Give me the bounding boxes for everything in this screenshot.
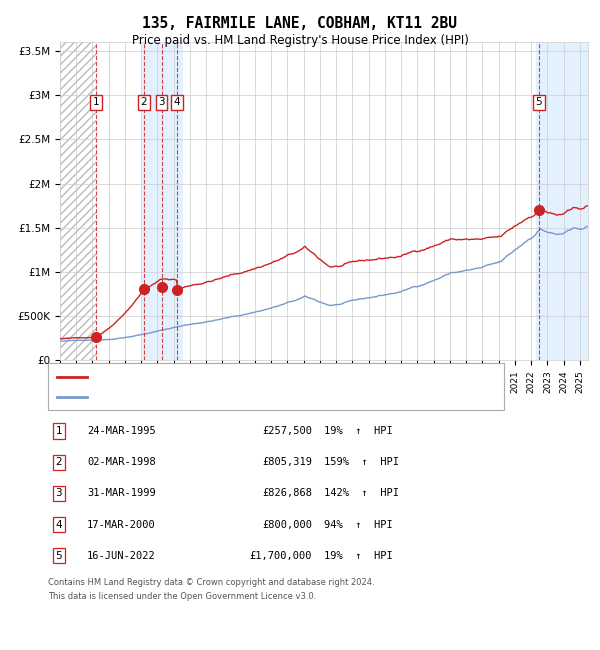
Text: 2: 2 xyxy=(55,457,62,467)
Bar xyxy=(536,42,588,360)
Text: 24-MAR-1995: 24-MAR-1995 xyxy=(87,426,156,436)
Text: 31-MAR-1999: 31-MAR-1999 xyxy=(87,488,156,499)
Text: £800,000: £800,000 xyxy=(262,519,312,530)
Text: 17-MAR-2000: 17-MAR-2000 xyxy=(87,519,156,530)
Text: 3: 3 xyxy=(158,98,165,107)
Text: £826,868: £826,868 xyxy=(262,488,312,499)
Text: HPI: Average price, detached house, Elmbridge: HPI: Average price, detached house, Elmb… xyxy=(93,392,339,402)
Text: 2: 2 xyxy=(140,98,148,107)
Bar xyxy=(142,42,183,360)
Text: 1: 1 xyxy=(55,426,62,436)
Text: 4: 4 xyxy=(174,98,181,107)
Text: 16-JUN-2022: 16-JUN-2022 xyxy=(87,551,156,561)
Text: £1,700,000: £1,700,000 xyxy=(250,551,312,561)
Text: 5: 5 xyxy=(535,98,542,107)
Text: £257,500: £257,500 xyxy=(262,426,312,436)
Text: Contains HM Land Registry data © Crown copyright and database right 2024.: Contains HM Land Registry data © Crown c… xyxy=(48,578,374,587)
Bar xyxy=(60,42,96,360)
Text: 4: 4 xyxy=(55,519,62,530)
Text: 159%  ↑  HPI: 159% ↑ HPI xyxy=(324,457,399,467)
Text: 19%  ↑  HPI: 19% ↑ HPI xyxy=(324,426,393,436)
Text: Price paid vs. HM Land Registry's House Price Index (HPI): Price paid vs. HM Land Registry's House … xyxy=(131,34,469,47)
Text: 19%  ↑  HPI: 19% ↑ HPI xyxy=(324,551,393,561)
Text: 1: 1 xyxy=(93,98,100,107)
Text: 135, FAIRMILE LANE, COBHAM, KT11 2BU: 135, FAIRMILE LANE, COBHAM, KT11 2BU xyxy=(143,16,458,31)
Text: 3: 3 xyxy=(55,488,62,499)
Text: 135, FAIRMILE LANE, COBHAM, KT11 2BU (detached house): 135, FAIRMILE LANE, COBHAM, KT11 2BU (de… xyxy=(93,372,401,382)
Text: £805,319: £805,319 xyxy=(262,457,312,467)
Text: This data is licensed under the Open Government Licence v3.0.: This data is licensed under the Open Gov… xyxy=(48,592,316,601)
Text: 142%  ↑  HPI: 142% ↑ HPI xyxy=(324,488,399,499)
Text: 02-MAR-1998: 02-MAR-1998 xyxy=(87,457,156,467)
Text: 94%  ↑  HPI: 94% ↑ HPI xyxy=(324,519,393,530)
Text: 5: 5 xyxy=(55,551,62,561)
